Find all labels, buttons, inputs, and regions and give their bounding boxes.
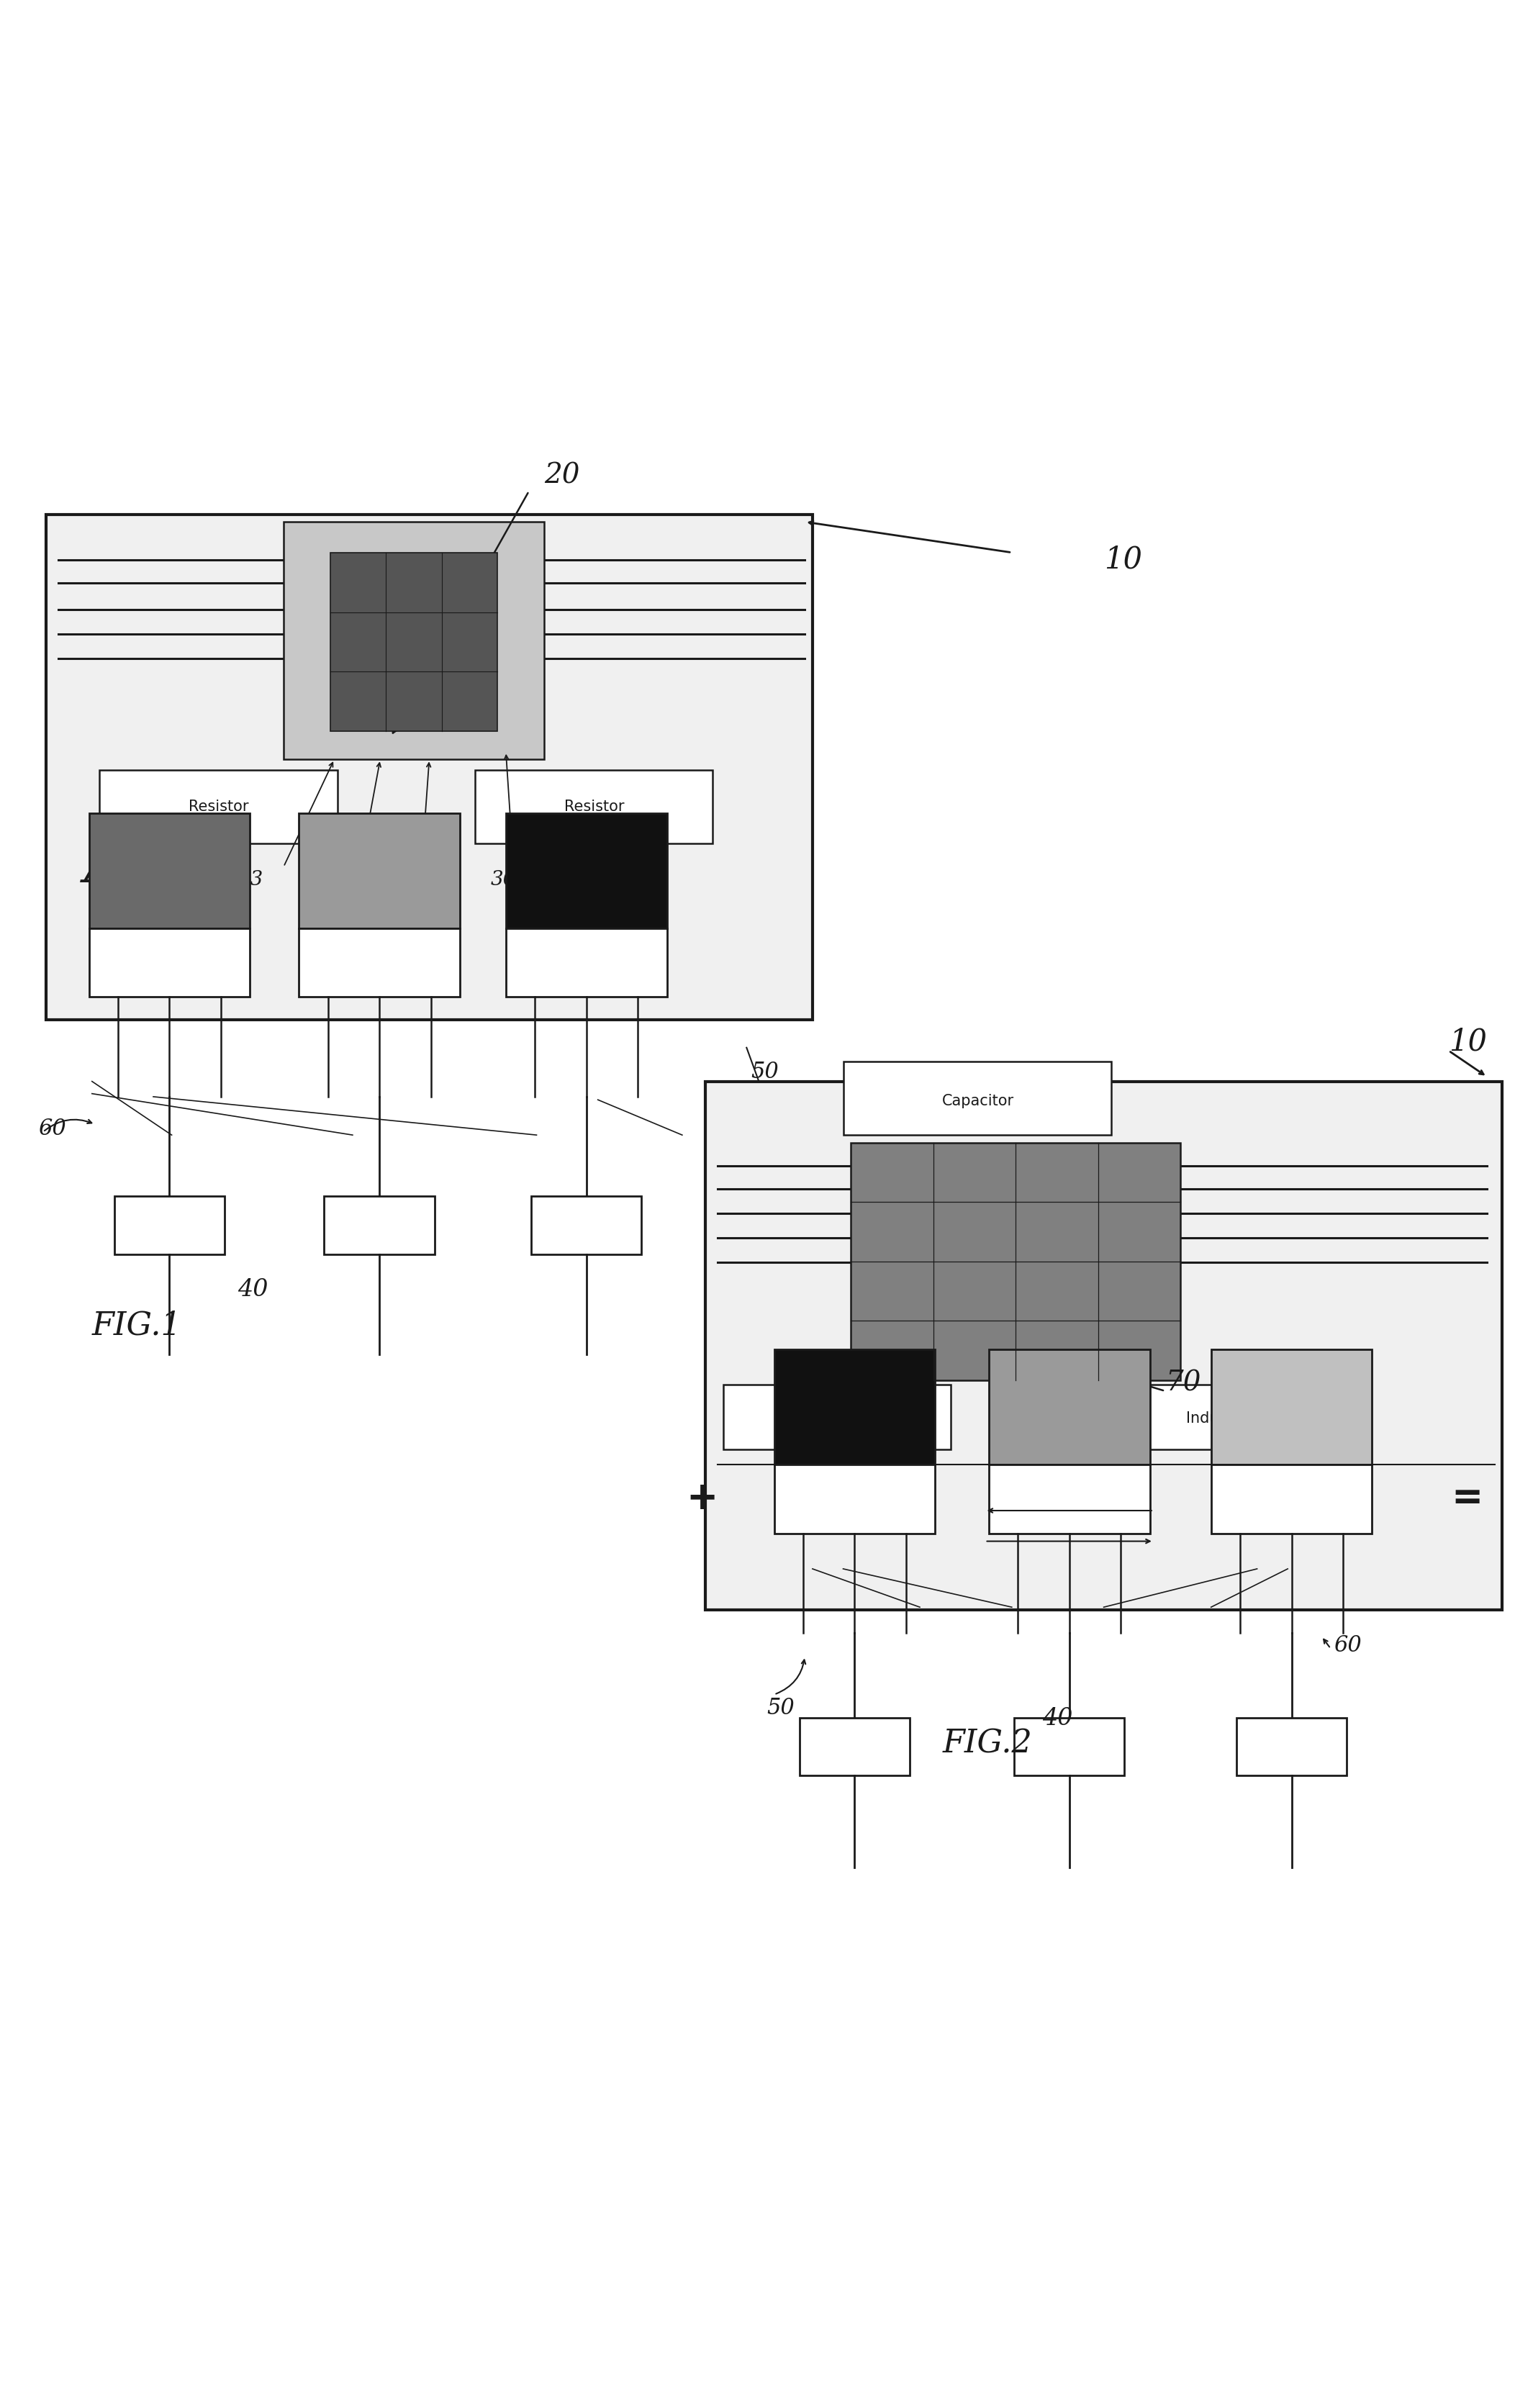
Text: 23: 23 xyxy=(238,869,264,889)
Bar xyxy=(1211,1348,1372,1464)
Bar xyxy=(299,814,460,927)
Text: Capacitor: Capacitor xyxy=(941,1093,1015,1108)
Bar xyxy=(843,1062,1111,1134)
Bar xyxy=(1211,1464,1372,1534)
Text: 27: 27 xyxy=(414,869,440,889)
Bar xyxy=(299,927,460,997)
Bar xyxy=(115,1197,225,1255)
Bar xyxy=(774,1348,935,1464)
Text: 40: 40 xyxy=(1042,1707,1073,1731)
Text: Resistor: Resistor xyxy=(564,799,624,814)
Bar xyxy=(506,927,667,997)
Bar xyxy=(989,1348,1150,1464)
Bar xyxy=(46,515,812,1021)
Text: 50: 50 xyxy=(766,1698,794,1719)
Bar xyxy=(331,554,497,732)
Bar xyxy=(989,1464,1150,1534)
Bar xyxy=(89,814,250,927)
Text: 20: 20 xyxy=(544,462,579,489)
Bar xyxy=(506,814,667,927)
Bar xyxy=(724,1385,950,1450)
Text: 10: 10 xyxy=(1104,544,1142,576)
Bar xyxy=(1236,1717,1346,1775)
Text: Resistor: Resistor xyxy=(189,799,248,814)
Text: +: + xyxy=(687,1479,717,1517)
Bar xyxy=(89,927,250,997)
Bar xyxy=(532,1197,642,1255)
Bar xyxy=(325,1197,435,1255)
Bar xyxy=(100,771,337,843)
Text: 60: 60 xyxy=(1334,1635,1361,1657)
Text: Inductor: Inductor xyxy=(806,1411,868,1426)
Bar xyxy=(1015,1717,1124,1775)
Bar xyxy=(705,1081,1502,1611)
Text: 30: 30 xyxy=(491,869,517,889)
Text: 10: 10 xyxy=(1449,1026,1487,1057)
Text: Inductor: Inductor xyxy=(1187,1411,1248,1426)
Text: 50: 50 xyxy=(751,1062,779,1084)
Text: 25: 25 xyxy=(340,869,366,889)
Bar xyxy=(800,1717,909,1775)
Text: A: A xyxy=(84,838,124,893)
Bar xyxy=(774,1464,935,1534)
Bar xyxy=(475,771,713,843)
Text: 60: 60 xyxy=(38,1117,66,1139)
Bar xyxy=(1104,1385,1331,1450)
Bar xyxy=(851,1144,1180,1380)
Bar xyxy=(284,523,544,759)
Text: FIG.1: FIG.1 xyxy=(92,1310,182,1341)
Text: =: = xyxy=(1452,1479,1482,1517)
Text: 40: 40 xyxy=(238,1279,268,1300)
Text: FIG.2: FIG.2 xyxy=(943,1729,1033,1760)
Text: 70: 70 xyxy=(1165,1370,1200,1397)
